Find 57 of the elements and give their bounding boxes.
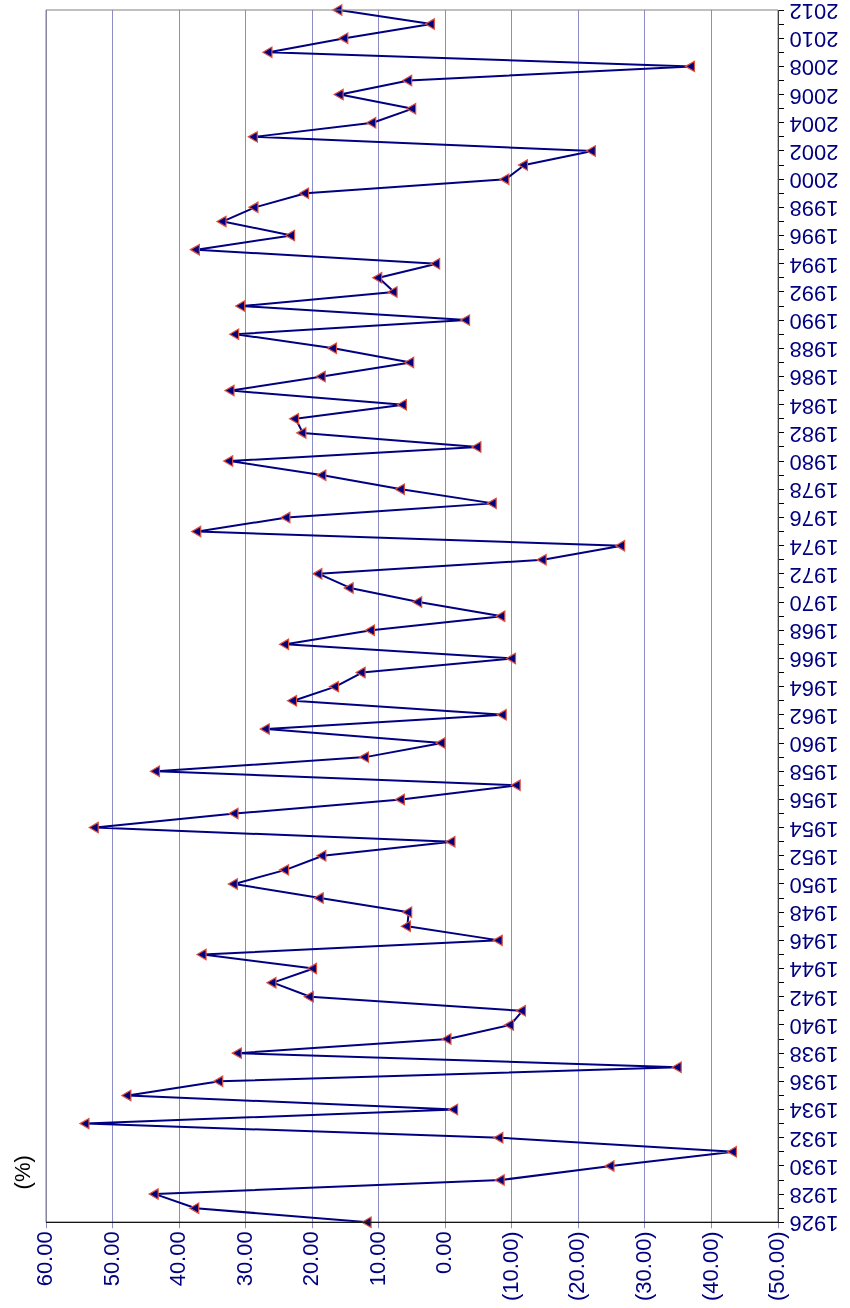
x-tick-label: 30.00: [231, 1231, 257, 1287]
x-tick-label: 50.00: [98, 1231, 124, 1287]
y-tick-label: 1942: [789, 985, 839, 1011]
y-tick-label: 1968: [789, 619, 839, 645]
y-tick-label: 2010: [789, 27, 839, 53]
y-tick-label: 2012: [789, 0, 839, 24]
y-tick-label: 1978: [789, 478, 839, 504]
y-tick-label: 1936: [789, 1070, 839, 1096]
y-tick-label: 1932: [789, 1126, 839, 1152]
x-tick-label: 0.00: [431, 1231, 457, 1275]
y-tick-label: 1972: [789, 562, 839, 588]
y-tick-label: 1986: [789, 365, 839, 391]
x-tick-label: (10.00): [497, 1231, 523, 1302]
x-tick-label: (30.00): [630, 1231, 656, 1302]
y-tick-label: 1976: [789, 506, 839, 532]
y-tick-label: 1980: [789, 450, 839, 476]
y-tick-label: 2004: [789, 111, 839, 137]
y-tick-label: 2006: [789, 83, 839, 109]
y-tick-label: 1964: [789, 675, 839, 701]
y-tick-label: 1926: [789, 1211, 839, 1237]
y-tick-label: 1930: [789, 1154, 839, 1180]
y-tick-label: 1996: [789, 224, 839, 250]
y-tick-label: 1948: [789, 901, 839, 927]
y-tick-label: 2000: [789, 168, 839, 194]
y-tick-label: 1938: [789, 1042, 839, 1068]
y-tick-label: 1946: [789, 929, 839, 955]
x-tick-label: 20.00: [298, 1231, 324, 1287]
y-tick-label: 1956: [789, 788, 839, 814]
y-tick-label: 1952: [789, 844, 839, 870]
y-tick-label: 1962: [789, 703, 839, 729]
y-tick-label: 1950: [789, 872, 839, 898]
y-tick-label: 1974: [789, 534, 839, 560]
y-tick-label: 1984: [789, 393, 839, 419]
y-tick-label: 1988: [789, 337, 839, 363]
y-tick-label: 1994: [789, 252, 839, 278]
y-tick-label: 1998: [789, 196, 839, 222]
y-tick-label: 1992: [789, 280, 839, 306]
y-axis-title: (%): [10, 1155, 36, 1190]
x-tick-label: 40.00: [165, 1231, 191, 1287]
x-tick-label: 10.00: [364, 1231, 390, 1287]
y-tick-label: 2008: [789, 55, 839, 81]
y-tick-label: 1940: [789, 1013, 839, 1039]
x-tick-label: (50.00): [764, 1231, 790, 1302]
y-tick-label: 1954: [789, 816, 839, 842]
x-tick-label: (40.00): [697, 1231, 723, 1302]
x-tick-label: 60.00: [32, 1231, 58, 1287]
y-tick-label: 1944: [789, 957, 839, 983]
y-tick-label: 2002: [789, 139, 839, 165]
y-tick-label: 1960: [789, 731, 839, 757]
y-tick-label: 1958: [789, 760, 839, 786]
y-tick-label: 1934: [789, 1098, 839, 1124]
y-tick-label: 1982: [789, 421, 839, 447]
y-tick-label: 1928: [789, 1183, 839, 1209]
y-tick-label: 1990: [789, 309, 839, 335]
y-tick-label: 1966: [789, 647, 839, 673]
x-tick-label: (20.00): [564, 1231, 590, 1302]
y-tick-label: 1970: [789, 590, 839, 616]
